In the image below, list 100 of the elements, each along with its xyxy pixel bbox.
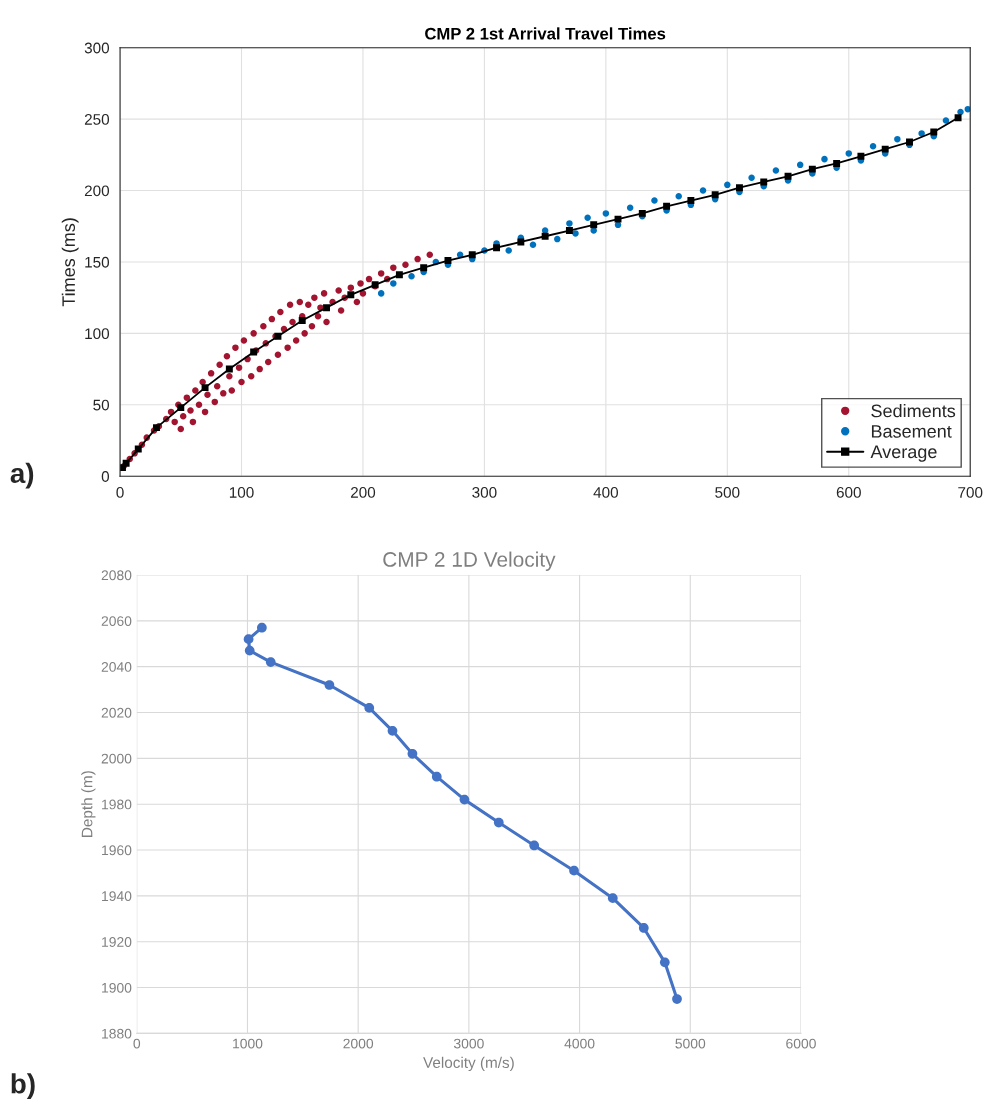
point: [638, 209, 646, 217]
x-tick-label: 500: [715, 487, 740, 498]
y-tick-label: 2020: [101, 707, 132, 718]
point: [572, 230, 579, 237]
x-tick-label: 100: [229, 487, 254, 498]
point: [431, 771, 442, 782]
point: [638, 923, 649, 933]
point: [602, 210, 610, 217]
text: a): [10, 462, 34, 489]
point: [493, 817, 504, 828]
point: [687, 197, 695, 205]
point: [590, 227, 597, 234]
x-axis-title: Velocity (m/s): [423, 1056, 514, 1072]
point: [651, 197, 658, 204]
y-tick-label: 1920: [102, 937, 132, 947]
point: [964, 105, 971, 113]
y-tick-label: 2060: [101, 616, 132, 626]
x-tick-label: 6000: [786, 1038, 816, 1049]
point: [407, 748, 418, 759]
point: [377, 290, 385, 297]
point: [554, 235, 561, 243]
point: [225, 365, 233, 373]
point: [244, 645, 255, 656]
y-tick-label: 100: [85, 328, 110, 340]
point: [134, 445, 142, 453]
point: [420, 264, 428, 272]
y-tick-label: 2080: [101, 570, 132, 581]
y-tick-label: 50: [93, 399, 110, 411]
point: [881, 145, 889, 153]
point: [565, 227, 573, 235]
point: [529, 840, 540, 851]
point: [324, 680, 335, 690]
point: [869, 143, 877, 150]
y-tick-label: 1880: [102, 1028, 132, 1039]
point: [517, 238, 525, 246]
point: [672, 994, 682, 1004]
x-tick-label: 2000: [343, 1038, 374, 1049]
y-tick-label: 1900: [102, 982, 132, 993]
point: [364, 703, 375, 713]
point: [505, 247, 512, 254]
point: [541, 232, 549, 240]
point: [845, 150, 853, 157]
y-tick-label: 250: [84, 114, 110, 125]
y-tick-label: 2040: [101, 662, 132, 672]
point: [821, 155, 828, 163]
chart-title: CMP 2 1st Arrival Travel Times: [425, 27, 666, 40]
point: [541, 227, 549, 234]
y-tick-label: 150: [85, 256, 110, 268]
point: [584, 214, 591, 221]
point: [387, 725, 398, 736]
x-tick-label: 600: [836, 487, 861, 498]
point: [323, 304, 330, 312]
point: [408, 272, 415, 280]
point: [748, 174, 755, 181]
x-tick-label: 300: [472, 487, 497, 498]
y-tick-label: 2000: [101, 753, 132, 764]
y-axis-title: Depth (m): [81, 771, 96, 837]
point: [784, 172, 792, 180]
point: [626, 204, 634, 211]
point: [459, 794, 470, 805]
point: [894, 135, 901, 143]
legend-label: Average: [870, 445, 937, 462]
point: [857, 152, 865, 160]
x-tick-label: 4000: [564, 1038, 595, 1049]
x-tick-label: 3000: [453, 1038, 484, 1049]
legend-label: Sediments: [871, 404, 956, 418]
point: [395, 271, 403, 279]
point: [772, 167, 780, 174]
point: [659, 957, 670, 968]
chart-title: CMP 2 1D Velocity: [383, 551, 556, 571]
text: b): [11, 1073, 35, 1100]
point: [796, 161, 804, 169]
point: [265, 657, 276, 667]
point: [724, 181, 731, 189]
point: [569, 865, 579, 876]
y-tick-label: 300: [84, 42, 110, 54]
point: [468, 251, 476, 259]
point: [711, 191, 719, 199]
point: [390, 280, 397, 287]
point: [347, 291, 355, 299]
point: [529, 241, 537, 249]
point: [735, 184, 743, 192]
x-tick-label: 400: [593, 487, 619, 498]
point: [493, 244, 501, 252]
point: [607, 893, 618, 904]
point: [699, 187, 707, 194]
point: [675, 193, 682, 200]
point: [954, 114, 962, 122]
point: [833, 159, 841, 167]
point: [590, 221, 598, 229]
y-tick-label: 200: [84, 185, 110, 197]
x-tick-label: 0: [133, 1038, 141, 1049]
y-axis-title: Times (ms): [61, 218, 79, 307]
point: [257, 622, 267, 633]
y-tick-label: 1940: [102, 891, 132, 902]
y-tick-label: 0: [101, 471, 110, 482]
point: [566, 220, 573, 227]
y-tick-label: 1960: [102, 845, 132, 856]
point: [942, 117, 950, 124]
x-tick-label: 700: [958, 487, 983, 498]
